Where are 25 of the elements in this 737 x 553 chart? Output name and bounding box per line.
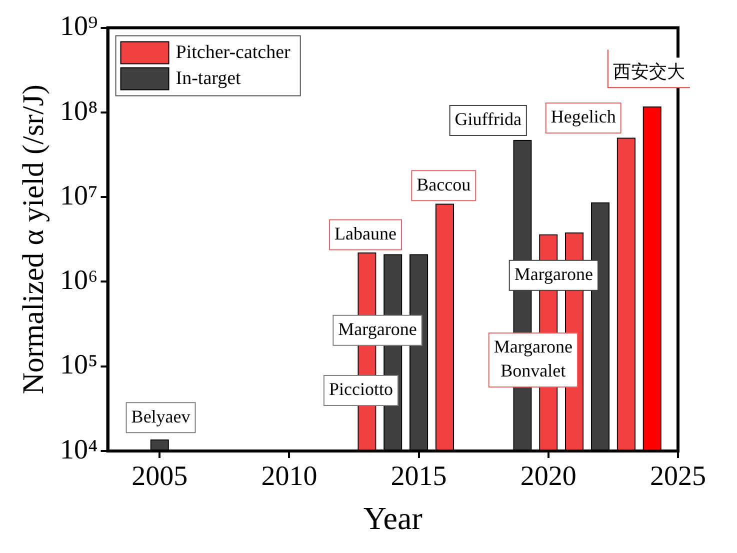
- y-axis-title: Normalized α yield (/sr/J): [16, 84, 50, 394]
- legend-label: In-target: [176, 68, 242, 89]
- x-tick-label: 2015: [390, 461, 447, 492]
- y-tick-label: 10⁹: [60, 11, 98, 42]
- annotation: Margarone Bonvalet: [494, 336, 572, 381]
- x-tick-label: 2020: [520, 461, 576, 492]
- y-tick-label: 10⁵: [60, 350, 98, 381]
- legend-label: Pitcher-catcher: [176, 42, 292, 63]
- x-tick-label: 2025: [650, 461, 706, 492]
- annotation: Baccou: [416, 174, 471, 194]
- y-tick-label: 10⁶: [60, 265, 98, 296]
- x-tick-label: 2010: [261, 461, 318, 492]
- annotation: Giuffrida: [454, 109, 522, 130]
- annotation: Picciotto: [328, 379, 393, 400]
- x-axis-title: Year: [363, 500, 423, 536]
- y-tick-label: 10⁴: [60, 434, 98, 466]
- x-tick-label: 2005: [132, 461, 188, 492]
- annotation: Labaune: [334, 223, 396, 244]
- annotation: 西安交大: [612, 61, 685, 82]
- annotation: Margarone: [338, 319, 417, 340]
- annotation: Hegelich: [550, 106, 616, 127]
- annotation: Margarone: [514, 264, 594, 284]
- annotation: Belyaev: [131, 406, 190, 426]
- y-tick-label: 10⁸: [60, 96, 98, 127]
- y-tick-label: 10⁷: [60, 180, 98, 212]
